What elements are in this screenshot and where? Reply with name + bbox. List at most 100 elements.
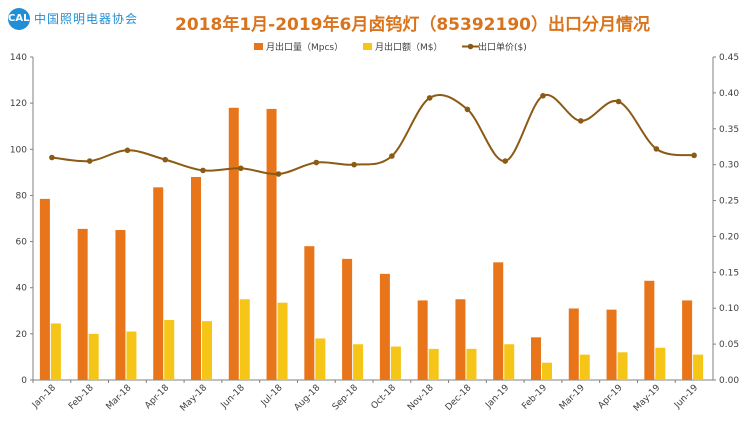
price-point — [162, 156, 169, 163]
price-point — [540, 92, 546, 99]
bar-value — [239, 299, 250, 380]
price-point — [691, 152, 697, 159]
bar-quantity — [342, 258, 353, 380]
chart-axes — [30, 56, 716, 383]
bar-quantity — [606, 309, 617, 380]
right-tick-label: 0.25 — [719, 197, 739, 207]
price-point — [200, 167, 206, 174]
x-tick-label: Sep-18 — [331, 383, 361, 413]
chart-title: 2018年1月-2019年6月卤钨灯（85392190）出口分月情况 — [175, 15, 650, 35]
chart-header: CALI 中国照明电器协会 2018年1月-2019年6月卤钨灯（8539219… — [0, 0, 753, 40]
bar-quantity — [228, 107, 239, 380]
left-tick-label: 60 — [16, 238, 28, 248]
price-point — [86, 158, 93, 164]
x-tick-label: Feb-19 — [520, 383, 549, 412]
bar-quantity — [77, 228, 88, 380]
price-point — [275, 171, 282, 177]
bar-value — [617, 352, 628, 380]
bar-quantity — [115, 230, 126, 380]
bar-value — [655, 347, 666, 380]
left-tick-label: 40 — [16, 284, 28, 294]
legend-swatch-icon — [363, 43, 372, 50]
legend-marker-icon — [467, 43, 474, 50]
bar-value — [202, 321, 212, 380]
x-tick-label: Mar-18 — [104, 383, 133, 412]
left-tick-label: 140 — [10, 53, 27, 63]
legend-label: 月出口额（M$） — [375, 41, 443, 53]
bar-value — [88, 333, 99, 380]
price-line — [51, 93, 695, 176]
right-tick-label: 0.30 — [719, 161, 739, 171]
bar-value — [277, 302, 288, 380]
right-tick-label: 0.45 — [719, 53, 739, 63]
right-tick-label: 0.00 — [719, 376, 739, 386]
logo-text: 中国照明电器协会 — [34, 12, 139, 26]
bar-quantity — [644, 280, 655, 380]
left-tick-label: 20 — [16, 330, 28, 340]
price-point — [313, 159, 320, 166]
bar-quantity — [266, 108, 277, 381]
x-tick-label: May-19 — [632, 383, 663, 414]
x-tick-label: Nov-18 — [406, 383, 436, 413]
bar-quantity — [455, 299, 466, 380]
x-tick-label: May-18 — [179, 383, 210, 414]
bar-value — [504, 344, 515, 380]
price-point — [577, 118, 584, 124]
bar-value — [428, 348, 439, 380]
bar-quantity — [379, 273, 390, 380]
price-point — [124, 147, 131, 154]
bar-quantity — [682, 300, 693, 380]
left-tick-label: 100 — [10, 145, 27, 155]
bar-value — [353, 344, 364, 380]
price-point — [351, 161, 357, 168]
x-tick-label: Oct-18 — [370, 383, 399, 412]
right-tick-label: 0.20 — [719, 232, 739, 242]
bar-value — [315, 338, 326, 380]
x-tick-label: Jul-18 — [259, 383, 285, 409]
price-point — [615, 98, 622, 105]
right-tick-label: 0.40 — [719, 89, 739, 99]
bar-quantity — [417, 300, 428, 380]
left-tick-label: 120 — [10, 99, 27, 109]
right-tick-label: 0.35 — [719, 125, 739, 135]
left-tick-label: 0 — [21, 376, 27, 386]
price-point — [49, 154, 55, 161]
chart-legend: 月出口量（Mpcs） 月出口额（M$） 出口单价($) — [254, 41, 527, 53]
bar-quantity — [304, 246, 315, 380]
bar-value — [390, 346, 401, 380]
logo-mark-icon: CALI — [8, 8, 33, 30]
x-tick-label: Jun-18 — [219, 383, 247, 411]
price-point — [426, 95, 433, 101]
right-tick-label: 0.10 — [719, 304, 739, 314]
bar-quantity — [568, 308, 579, 380]
bar-quantity — [39, 198, 50, 380]
x-tick-label: Jan-18 — [30, 383, 58, 411]
association-logo: CALI 中国照明电器协会 — [8, 8, 158, 34]
x-tick-label: Apr-19 — [597, 383, 625, 411]
legend-label: 出口单价($) — [478, 41, 527, 53]
x-tick-label: Jan-19 — [483, 383, 511, 411]
bar-value — [693, 354, 704, 380]
legend-label: 月出口量（Mpcs） — [266, 41, 343, 53]
bar-quantity — [493, 262, 504, 380]
x-tick-label: Feb-18 — [67, 383, 96, 412]
price-point — [237, 165, 244, 172]
legend-swatch-icon — [254, 43, 263, 50]
x-tick-label: Apr-18 — [143, 383, 171, 411]
bar-series — [39, 107, 704, 381]
x-tick-label: Aug-18 — [293, 383, 323, 413]
x-tick-label: Jun-19 — [672, 383, 700, 411]
bar-value — [542, 362, 552, 380]
bar-value — [50, 323, 61, 380]
right-tick-label: 0.05 — [719, 340, 739, 350]
price-point — [389, 153, 395, 159]
bar-value — [126, 331, 137, 380]
bar-value — [579, 354, 590, 380]
price-point — [502, 158, 509, 164]
bar-quantity — [531, 337, 541, 380]
bar-quantity — [153, 187, 164, 380]
x-tick-label: Mar-19 — [558, 383, 587, 412]
bar-value — [164, 320, 175, 380]
price-point — [653, 146, 660, 152]
